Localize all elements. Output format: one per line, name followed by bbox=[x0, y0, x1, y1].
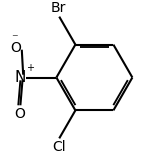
Text: N: N bbox=[15, 70, 26, 85]
Text: O: O bbox=[10, 41, 21, 55]
Text: ⁻: ⁻ bbox=[11, 33, 17, 45]
Text: +: + bbox=[26, 63, 34, 73]
Text: Br: Br bbox=[50, 1, 66, 15]
Text: O: O bbox=[14, 107, 25, 121]
Text: Cl: Cl bbox=[52, 140, 66, 154]
